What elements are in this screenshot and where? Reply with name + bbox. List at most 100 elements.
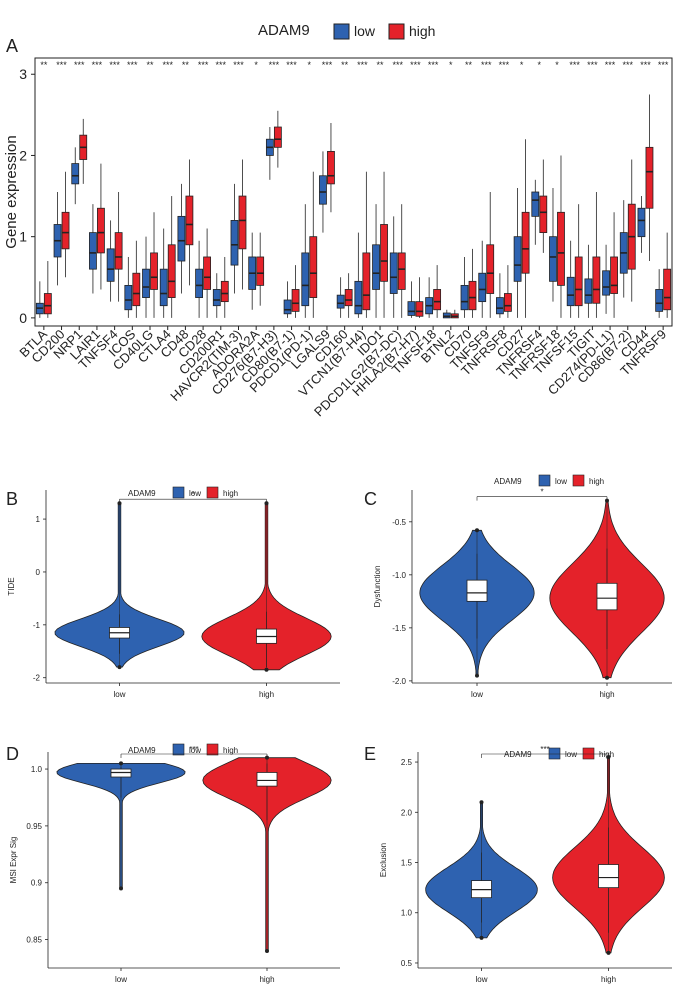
panel-a-significance: *** xyxy=(74,60,85,70)
panel-a-box-high xyxy=(397,252,406,290)
panel-c-ytick-label: -1.0 xyxy=(392,571,406,580)
panel-b-significance-label: * xyxy=(191,490,194,499)
panel-a-significance: *** xyxy=(109,60,120,70)
panel-label-a: A xyxy=(6,36,18,56)
panel-a-significance: * xyxy=(520,60,524,70)
panel-d-ytick-label: 1.0 xyxy=(31,765,43,774)
panel-label-b: B xyxy=(6,489,18,509)
panel-c-outlier xyxy=(605,675,609,680)
panel-a-box-high xyxy=(132,272,141,307)
panel-a-box-high xyxy=(43,293,52,315)
panel-e-ytick-label: 1.5 xyxy=(401,859,413,868)
panel-c-legend-swatch-high xyxy=(572,474,585,487)
panel-e-legend-label-high: high xyxy=(599,750,614,759)
panel-a-significance: ** xyxy=(147,60,155,70)
panel-d-outlier xyxy=(119,886,123,891)
panel-c-ytick-label: -1.5 xyxy=(392,624,406,633)
panel-a-box-low xyxy=(442,312,451,319)
panel-a-significance: * xyxy=(308,60,312,70)
panel-label-e: E xyxy=(364,744,376,764)
panel-d-ytick-label: 0.85 xyxy=(26,936,42,945)
panel-a-box-low xyxy=(71,163,80,185)
panel-a-box-high xyxy=(61,211,70,250)
panel-a-box-high xyxy=(504,293,512,312)
panel-a-significance: *** xyxy=(428,60,439,70)
panel-a-box-high xyxy=(273,126,282,148)
panel-a-ytick-label: 0 xyxy=(19,310,27,326)
panel-a-box-low xyxy=(372,244,380,290)
panel-e-legend-swatch-low xyxy=(548,747,561,760)
panel-e-outlier xyxy=(479,800,484,805)
panel-a-significance: *** xyxy=(286,60,297,70)
panel-a-box-high xyxy=(309,236,318,298)
panel-a-box-low xyxy=(159,268,168,307)
panel-a-significance: * xyxy=(254,60,258,70)
panel-d-ylabel: MSI Expr Sig xyxy=(9,837,18,884)
panel-a-significance: *** xyxy=(216,60,227,70)
panel-a-box-low xyxy=(602,270,610,296)
panel-a-box-high xyxy=(203,256,211,290)
panel-a-box-high xyxy=(256,256,265,286)
panel-c-box-low xyxy=(466,579,488,602)
panel-c-legend-title: ADAM9 xyxy=(494,477,522,486)
panel-b-ytick-label: 0 xyxy=(36,568,41,577)
panel-a-box-high xyxy=(185,195,194,246)
panel-a-legend-swatch-high xyxy=(388,23,405,40)
panel-a-box-high xyxy=(610,256,618,294)
panel-a-box-low xyxy=(142,268,150,298)
panel-d-outlier xyxy=(119,761,123,766)
panel-d-violin: ADAM9 low high 0.85 0.9 0.95 1.0 MSI Expr Sig lo… xyxy=(9,743,340,984)
panel-e-legend-title: ADAM9 xyxy=(504,750,532,759)
panel-a-box-high xyxy=(521,211,530,274)
panel-a-box-low xyxy=(549,236,557,282)
panel-a-box-low xyxy=(336,294,345,309)
panel-a-box-low xyxy=(89,232,97,270)
panel-a-box-high xyxy=(415,301,424,317)
panel-a-significance: ** xyxy=(377,60,385,70)
panel-a-box-high xyxy=(433,289,442,311)
panel-a-box-high xyxy=(167,244,176,298)
panel-a-box-high xyxy=(468,280,477,311)
panel-a-box-high xyxy=(344,289,353,307)
panel-a-legend-label-low: low xyxy=(354,23,376,39)
panel-a-box-low xyxy=(478,272,487,303)
panel-a-significance: *** xyxy=(92,60,103,70)
panel-e-box-high xyxy=(598,864,619,889)
panel-c-xtick-label: low xyxy=(471,690,483,699)
panel-a-box-high xyxy=(327,150,335,185)
panel-b-xtick-label: high xyxy=(259,690,274,699)
panel-d-xtick-label: low xyxy=(115,975,127,984)
panel-e-ytick-label: 2.5 xyxy=(401,758,413,767)
panel-a-box-high xyxy=(663,268,672,311)
panel-b-legend-label-high: high xyxy=(223,489,238,498)
panel-a-box-low xyxy=(106,248,115,282)
panel-a-significance: *** xyxy=(162,60,173,70)
panel-a-ytick-label: 2 xyxy=(19,147,27,163)
panel-e-outlier xyxy=(479,935,484,940)
panel-e-ytick-label: 1.0 xyxy=(401,909,413,918)
panel-b-outlier xyxy=(264,667,269,672)
panel-b-ytick-label: -1 xyxy=(33,621,41,630)
panel-a-significance: *** xyxy=(56,60,67,70)
panel-c-ytick-label: -2.0 xyxy=(392,677,406,686)
panel-d-legend-label-low: low xyxy=(189,746,201,755)
panel-b-violin: ADAM9 low high -2 -1 0 1 TIDE low high * xyxy=(7,486,340,699)
panel-a-significance: * xyxy=(555,60,559,70)
panel-a-box-low xyxy=(637,207,646,238)
panel-a-box-high xyxy=(539,195,548,234)
panel-a-box-low xyxy=(230,220,239,266)
panel-d-xtick-label: high xyxy=(259,975,274,984)
panel-a-legend-swatch-low xyxy=(333,23,350,40)
panel-e-ytick-label: 2.0 xyxy=(401,808,413,817)
panel-d-significance-label: *** xyxy=(189,745,198,754)
panel-a-significance: *** xyxy=(658,60,669,70)
panel-a-significance: *** xyxy=(640,60,651,70)
panel-a-significance: *** xyxy=(127,60,138,70)
panel-a-significance: ** xyxy=(465,60,473,70)
panel-a-box-low xyxy=(124,284,133,311)
panel-e-violin: ADAM9 low high 0.5 1.0 1.5 2.0 2.5 Exclusion low h… xyxy=(379,745,672,984)
panel-a-box-high xyxy=(220,280,229,303)
panel-a-significance: * xyxy=(538,60,542,70)
panel-a-box-high xyxy=(645,146,654,209)
panel-a-box-low xyxy=(584,278,593,304)
